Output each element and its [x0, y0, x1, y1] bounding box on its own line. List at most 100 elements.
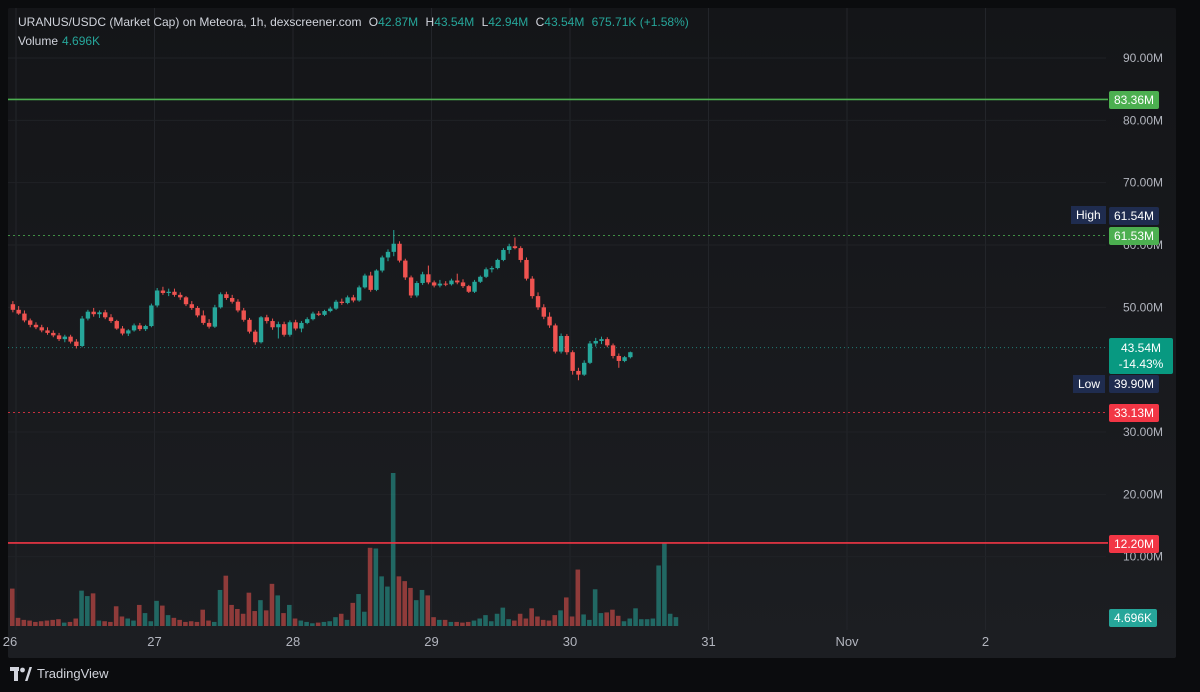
- volume-bar: [333, 617, 338, 626]
- volume-bar: [610, 609, 615, 626]
- x-tick-label: 29: [424, 634, 438, 649]
- volume-bar: [385, 586, 390, 626]
- candle-body: [553, 325, 558, 352]
- volume-bar: [177, 619, 182, 626]
- volume-bar: [10, 588, 15, 626]
- volume-bar: [517, 613, 523, 626]
- level-tag-61: 61.53M: [1109, 227, 1160, 245]
- volume-bar: [500, 607, 506, 626]
- high-tag: 61.54M: [1109, 207, 1160, 225]
- volume-bar: [569, 616, 575, 626]
- volume-bar: [454, 621, 459, 626]
- volume-bar: [558, 610, 563, 626]
- candle-body: [582, 362, 587, 375]
- candle-body: [51, 332, 56, 336]
- candle-body: [103, 312, 108, 318]
- current-price-tag: 43.54M -14.43%: [1109, 338, 1173, 374]
- candle-body: [160, 290, 166, 293]
- candle-body: [22, 313, 27, 321]
- candle-body: [229, 297, 235, 302]
- volume-bar: [356, 594, 361, 626]
- volume-tag: 4.696K: [1109, 609, 1158, 627]
- legend-high-label: H: [425, 15, 435, 29]
- volume-bar: [506, 619, 511, 626]
- legend-high-value: 43.54M: [434, 15, 475, 29]
- candle-body: [39, 327, 44, 331]
- candle-body: [305, 319, 310, 323]
- tradingview-logo-icon: [10, 666, 32, 681]
- volume-bar: [523, 618, 529, 626]
- volume-bar: [512, 620, 517, 626]
- candle-body: [414, 283, 420, 296]
- volume-bar: [321, 621, 327, 626]
- legend-low-label: L: [481, 15, 489, 29]
- volume-legend: Volume 4.696K: [18, 34, 100, 48]
- volume-bar: [535, 616, 540, 626]
- candle-body: [593, 340, 598, 344]
- candle-body: [264, 317, 269, 322]
- volume-bar: [419, 589, 425, 626]
- volume-bar: [15, 617, 21, 626]
- candle-body: [397, 243, 402, 261]
- volume-bar: [367, 547, 373, 626]
- candle-body: [443, 283, 448, 285]
- candle-body: [564, 336, 570, 353]
- y-tick-label: 80.00M: [1123, 113, 1163, 127]
- candle-body: [391, 243, 396, 252]
- plot-area[interactable]: [8, 8, 1176, 658]
- volume-bar: [183, 621, 188, 626]
- candle-body: [154, 290, 160, 306]
- y-tick-label: 50.00M: [1123, 300, 1163, 314]
- candle-body: [97, 312, 102, 315]
- volume-bar: [235, 609, 240, 626]
- candle-body: [10, 304, 16, 310]
- candle-body: [126, 330, 131, 334]
- volume-bar: [61, 622, 67, 626]
- volume-bar: [287, 604, 292, 626]
- candle-body: [293, 322, 298, 329]
- level-tag-12: 12.20M: [1109, 535, 1160, 553]
- volume-bar: [564, 597, 569, 626]
- candle-body: [460, 282, 466, 287]
- volume-bar: [79, 590, 84, 626]
- volume-value: 4.696K: [62, 34, 101, 48]
- volume-bar: [240, 613, 246, 626]
- volume-bar: [373, 548, 379, 626]
- candle-body: [258, 317, 264, 343]
- legend-change: 675.71K (+1.58%): [591, 15, 689, 29]
- volume-bar: [448, 621, 454, 626]
- level-tag-33: 33.13M: [1109, 404, 1160, 422]
- volume-bar: [206, 620, 211, 626]
- volume-bar: [304, 621, 309, 626]
- candle-body: [74, 341, 79, 346]
- candle-body: [195, 307, 200, 316]
- volume-bar: [552, 615, 558, 626]
- x-tick-label: 31: [701, 634, 715, 649]
- candle-body: [270, 321, 275, 328]
- candle-body: [178, 294, 183, 298]
- volume-label: Volume: [18, 34, 59, 48]
- candle-body: [385, 251, 391, 258]
- volume-bar: [575, 569, 581, 626]
- candle-body: [183, 297, 189, 305]
- candle-body: [455, 280, 460, 283]
- volume-bar: [263, 610, 269, 626]
- candle-body: [281, 324, 287, 335]
- volume-bar: [148, 621, 154, 626]
- candle-body: [68, 336, 73, 342]
- candle-body: [478, 276, 483, 282]
- volume-bar: [136, 604, 142, 626]
- volume-bar: [292, 618, 298, 626]
- volume-bar: [258, 600, 263, 626]
- candle-body: [120, 328, 125, 334]
- candle-body: [333, 301, 339, 309]
- volume-bar: [344, 619, 350, 626]
- candle-body: [33, 324, 39, 328]
- x-tick-label: 28: [286, 634, 300, 649]
- volume-bar: [44, 620, 50, 626]
- tradingview-brand[interactable]: TradingView: [10, 666, 109, 681]
- candle-body: [189, 304, 194, 308]
- volume-bar: [598, 613, 604, 626]
